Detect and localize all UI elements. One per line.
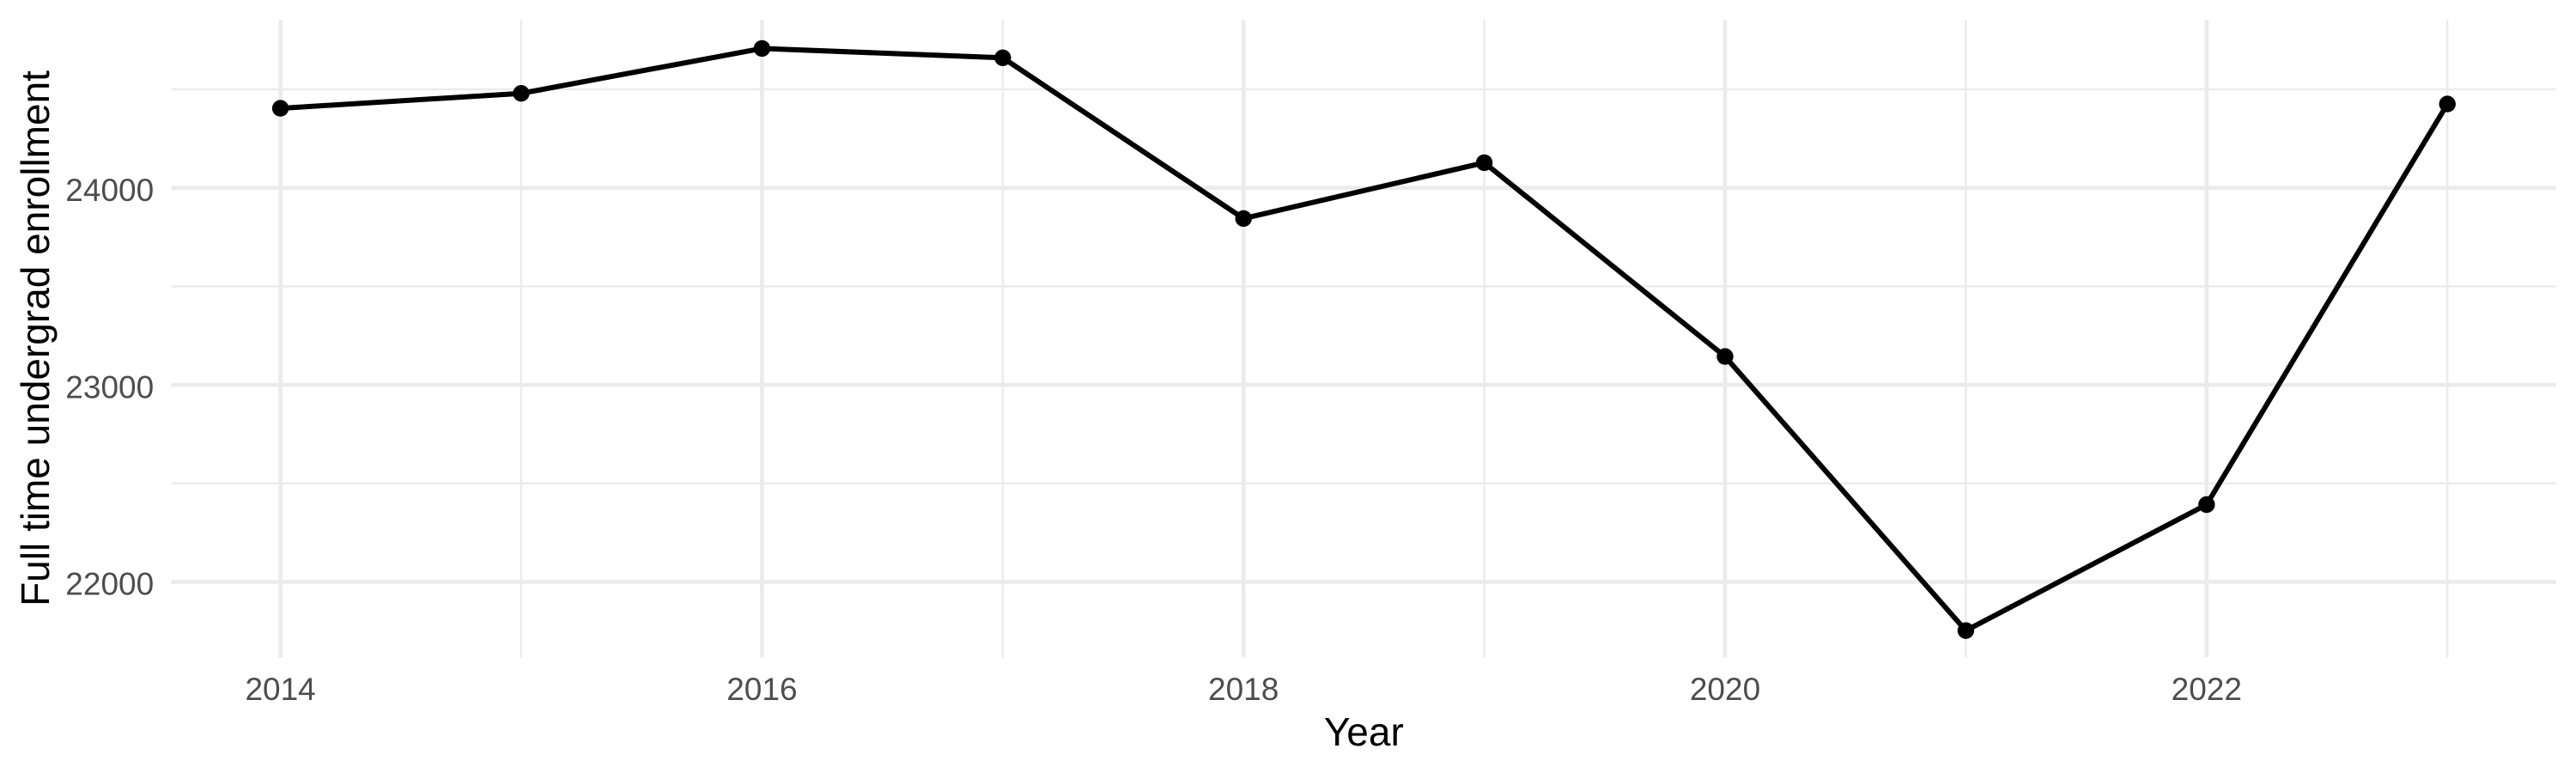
svg-text:2018: 2018 [1208, 672, 1279, 707]
svg-text:23000: 23000 [65, 369, 154, 405]
svg-text:24000: 24000 [65, 173, 154, 208]
svg-text:2014: 2014 [245, 672, 315, 707]
svg-text:Year: Year [1324, 709, 1404, 754]
svg-text:2016: 2016 [726, 672, 797, 707]
svg-text:2020: 2020 [1690, 672, 1760, 707]
svg-text:Full time undergrad enrollment: Full time undergrad enrollment [13, 70, 58, 606]
svg-text:2022: 2022 [2172, 672, 2242, 707]
svg-text:22000: 22000 [65, 567, 154, 602]
